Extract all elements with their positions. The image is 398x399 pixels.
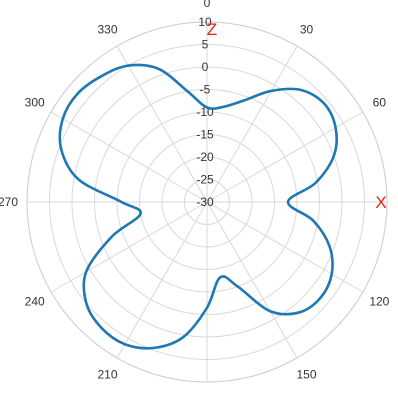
- angle-label: 60: [373, 96, 387, 110]
- axis-markers: ZX: [207, 20, 387, 212]
- radial-tick-label: -15: [196, 128, 214, 142]
- angle-label: 330: [97, 23, 117, 37]
- series-line: [58, 63, 338, 350]
- angle-label: 150: [296, 367, 316, 381]
- radial-tick-label: -30: [196, 195, 214, 209]
- grid-spoke: [206, 201, 364, 293]
- radial-tick-label: 5: [202, 38, 209, 52]
- angle-label: 240: [25, 295, 45, 309]
- polar-grid: [26, 21, 388, 383]
- grid-spoke: [50, 201, 208, 293]
- radial-tick-label: -20: [196, 150, 214, 164]
- axis-marker-z: Z: [207, 20, 217, 39]
- grid-spoke: [50, 111, 208, 203]
- radial-tick-label: 0: [202, 60, 209, 74]
- radial-tick-label: 10: [198, 15, 212, 29]
- radial-tick-label: -5: [200, 83, 211, 97]
- angle-label: 210: [97, 367, 117, 381]
- radial-tick-label: -25: [196, 173, 214, 187]
- angle-label: 30: [300, 23, 314, 37]
- angle-label: 0: [204, 0, 211, 10]
- series-layer: [58, 63, 338, 350]
- grid-spoke: [206, 111, 364, 203]
- angle-label: 300: [25, 96, 45, 110]
- angle-label: 120: [369, 295, 389, 309]
- grid-spoke: [206, 201, 298, 359]
- grid-spoke: [206, 45, 298, 203]
- grid-spoke: [116, 45, 208, 203]
- grid-spoke: [116, 201, 208, 359]
- angle-label: 270: [0, 195, 18, 209]
- axis-marker-x: X: [375, 193, 386, 212]
